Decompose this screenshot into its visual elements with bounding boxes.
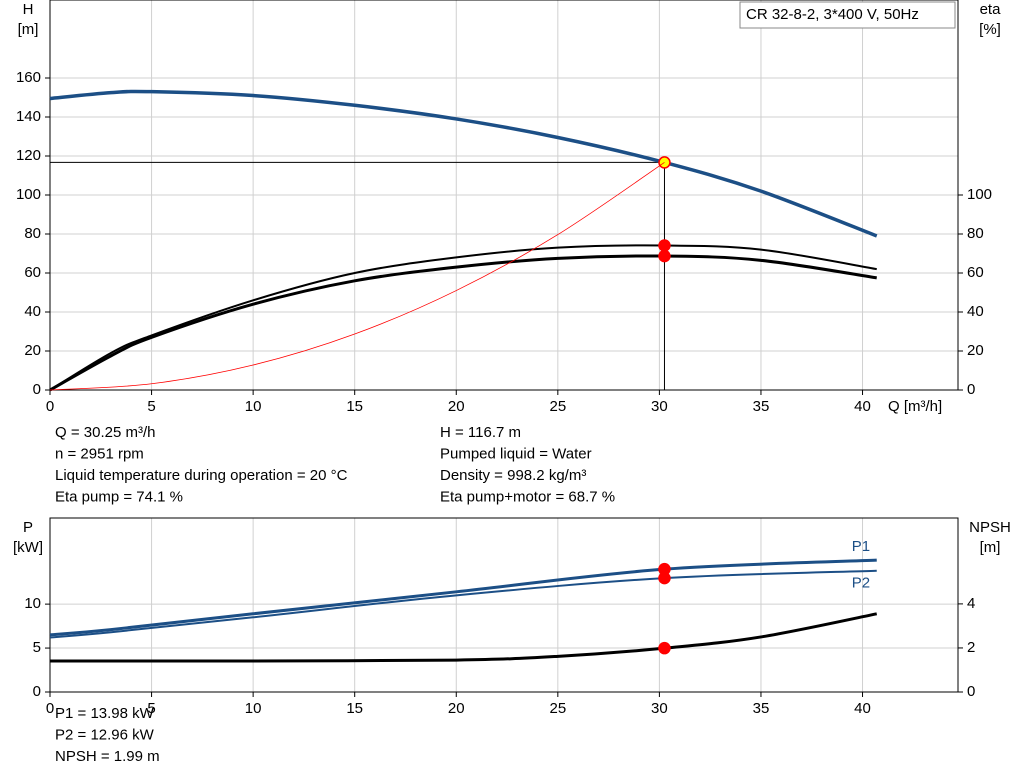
- curve: [49, 244, 877, 391]
- y2-tick-label: 4: [967, 595, 975, 612]
- curve: [49, 254, 877, 392]
- y2-tick-label: 2: [967, 639, 975, 656]
- plot-frame: [49, 0, 959, 391]
- annotation: P1 = 13.98 kW: [55, 705, 155, 722]
- x-tick-label: 10: [245, 700, 262, 717]
- x-tick-label: 5: [147, 700, 155, 717]
- x-tick-label: 0: [46, 398, 54, 415]
- x-tick-label: 35: [753, 700, 770, 717]
- y-tick-label: 160: [16, 69, 41, 86]
- y-tick-label: 80: [24, 225, 41, 242]
- x-tick-label: 35: [753, 398, 770, 415]
- x-tick-label: 25: [549, 700, 566, 717]
- operating-point: [658, 641, 671, 655]
- series-label: P2: [852, 575, 870, 592]
- y2-tick-label: 80: [967, 225, 984, 242]
- x-tick-label: 15: [346, 700, 363, 717]
- y2-tick-label: 40: [967, 303, 984, 320]
- annotation: Liquid temperature during operation = 20…: [55, 467, 348, 484]
- y-tick-label: 0: [33, 381, 41, 398]
- x-tick-label: 5: [147, 398, 155, 415]
- operating-point: [658, 239, 671, 252]
- x-tick-label: 15: [346, 398, 363, 415]
- annotation: Q = 30.25 m³/h: [55, 424, 155, 441]
- y-tick-label: 60: [24, 264, 41, 281]
- x-tick-label: 40: [854, 700, 871, 717]
- annotation: n = 2951 rpm: [55, 445, 144, 462]
- operating-point: [658, 249, 671, 263]
- annotation: P2 = 12.96 kW: [55, 726, 155, 743]
- title-box: [739, 1, 956, 29]
- annotation: NPSH = 1.99 m: [55, 748, 160, 765]
- curve: [49, 558, 877, 637]
- y2-axis-label: NPSH: [969, 519, 1011, 536]
- y-axis-label: H: [23, 1, 34, 18]
- x-tick-label: 30: [651, 398, 668, 415]
- x-tick-label: 25: [549, 398, 566, 415]
- x-tick-label: 10: [245, 398, 262, 415]
- y-tick-label: 0: [33, 683, 41, 700]
- x-tick-label: 0: [46, 700, 54, 717]
- x-tick-label: 20: [448, 700, 465, 717]
- chart-title: CR 32-8-2, 3*400 V, 50Hz: [746, 6, 919, 23]
- annotation: Pumped liquid = Water: [440, 445, 592, 462]
- y2-tick-label: 0: [967, 683, 975, 700]
- curve: [49, 569, 877, 639]
- y-tick-label: 5: [33, 639, 41, 656]
- y-tick-label: 140: [16, 108, 41, 125]
- y2-axis-label: [%]: [979, 21, 1001, 38]
- y2-axis-label: [m]: [980, 539, 1001, 556]
- x-tick-label: 20: [448, 398, 465, 415]
- y2-axis-label: eta: [980, 1, 1002, 18]
- curve: [49, 89, 878, 238]
- y-tick-label: 100: [16, 186, 41, 203]
- x-axis-label: Q [m³/h]: [888, 398, 942, 415]
- annotation: H = 116.7 m: [440, 424, 521, 441]
- y-tick-label: 40: [24, 303, 41, 320]
- x-tick-label: 40: [854, 398, 871, 415]
- operating-point: [658, 571, 671, 585]
- y-axis-label: [kW]: [13, 539, 43, 556]
- y2-tick-label: 0: [967, 381, 975, 398]
- x-tick-label: 30: [651, 700, 668, 717]
- annotation: Density = 998.2 kg/m³: [440, 467, 586, 484]
- curve: [49, 162, 665, 391]
- y-tick-label: 20: [24, 342, 41, 359]
- y2-tick-label: 20: [967, 342, 984, 359]
- y-tick-label: 10: [24, 595, 41, 612]
- series-label: P1: [852, 538, 870, 555]
- y-axis-label: [m]: [18, 21, 39, 38]
- y-tick-label: 120: [16, 147, 41, 164]
- y2-tick-label: 60: [967, 264, 984, 281]
- y2-tick-label: 100: [967, 186, 992, 203]
- annotation: Eta pump = 74.1 %: [55, 488, 183, 505]
- annotation: Eta pump+motor = 68.7 %: [440, 488, 615, 505]
- curve: [49, 612, 878, 663]
- y-axis-label: P: [23, 519, 33, 536]
- plot-frame: [49, 517, 959, 693]
